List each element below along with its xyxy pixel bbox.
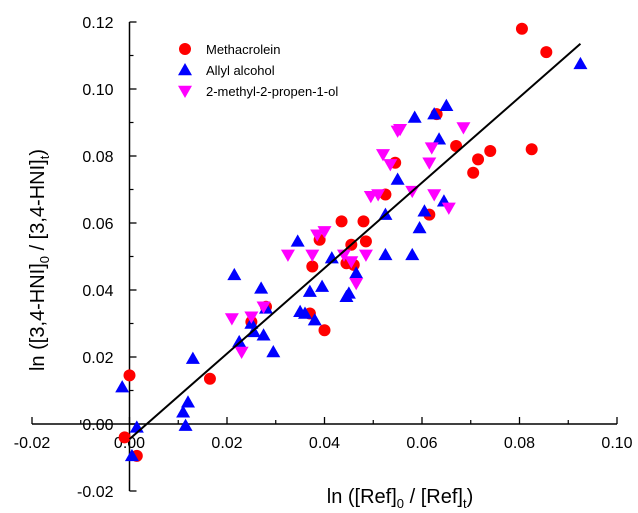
data-point bbox=[422, 157, 437, 170]
data-point bbox=[357, 215, 370, 228]
data-point bbox=[427, 107, 442, 120]
data-point bbox=[359, 235, 372, 248]
data-point bbox=[432, 132, 447, 145]
series-2 bbox=[224, 122, 471, 359]
legend: Methacrolein Allyl alcohol 2-methyl-2-prop… bbox=[178, 42, 338, 99]
data-point bbox=[176, 405, 191, 418]
data-point bbox=[310, 229, 325, 242]
data-point bbox=[390, 172, 405, 185]
data-point bbox=[256, 328, 271, 341]
data-point bbox=[383, 159, 398, 172]
data-point bbox=[227, 267, 242, 281]
y-tick-label: 0.02 bbox=[82, 350, 113, 367]
data-point bbox=[472, 153, 485, 166]
data-point bbox=[115, 380, 130, 393]
data-point bbox=[317, 226, 332, 239]
data-point bbox=[371, 189, 386, 202]
data-point bbox=[118, 431, 131, 444]
data-point bbox=[315, 279, 330, 292]
x-axis-title: ln ([Ref]0 / [Ref]t) bbox=[327, 486, 473, 511]
y-tick-label: 0.04 bbox=[82, 283, 113, 300]
data-point bbox=[280, 249, 295, 262]
data-point bbox=[244, 311, 259, 324]
data-point bbox=[290, 234, 305, 247]
data-point bbox=[407, 110, 422, 123]
data-point bbox=[337, 249, 351, 262]
data-point bbox=[349, 278, 364, 291]
data-point bbox=[417, 204, 432, 217]
data-point bbox=[123, 369, 136, 382]
data-point bbox=[467, 166, 480, 179]
data-point bbox=[358, 249, 373, 262]
data-point bbox=[376, 149, 390, 162]
data-point bbox=[298, 306, 312, 319]
legend-marker bbox=[178, 63, 192, 76]
data-point bbox=[302, 284, 317, 297]
data-point bbox=[525, 143, 538, 156]
data-point bbox=[484, 144, 497, 157]
data-point bbox=[427, 189, 442, 202]
data-point bbox=[124, 448, 139, 462]
data-point bbox=[349, 266, 364, 279]
data-point bbox=[178, 418, 193, 431]
data-point bbox=[224, 313, 239, 326]
y-tick-label: 0.08 bbox=[82, 149, 113, 166]
y-tick-label: -0.02 bbox=[77, 484, 114, 501]
data-point bbox=[405, 247, 420, 261]
data-point bbox=[335, 215, 348, 228]
legend-label: 2-methyl-2-propen-1-ol bbox=[206, 84, 338, 99]
data-point bbox=[341, 286, 356, 299]
y-tick-label: 0.00 bbox=[82, 417, 113, 434]
data-point bbox=[232, 334, 247, 348]
data-point bbox=[456, 122, 471, 135]
data-point bbox=[185, 351, 200, 364]
legend-label: Allyl alcohol bbox=[206, 63, 275, 78]
x-tick-label: -0.02 bbox=[14, 435, 51, 452]
x-tick-label: 0.02 bbox=[211, 435, 242, 452]
data-point bbox=[424, 142, 439, 155]
x-tick-label: 0.06 bbox=[406, 435, 437, 452]
x-tick-label: 0.04 bbox=[309, 435, 340, 452]
data-point bbox=[266, 344, 281, 358]
data-point bbox=[203, 372, 216, 385]
series-1 bbox=[115, 56, 588, 462]
data-point bbox=[393, 123, 408, 137]
data-point bbox=[540, 46, 553, 59]
data-point bbox=[378, 247, 393, 261]
data-point bbox=[129, 420, 144, 433]
y-tick-label: 0.10 bbox=[82, 82, 113, 99]
data-point bbox=[181, 395, 195, 408]
data-point bbox=[306, 260, 319, 273]
legend-marker bbox=[178, 85, 192, 98]
data-point bbox=[515, 22, 528, 35]
fit-line-group bbox=[128, 43, 582, 440]
data-point bbox=[305, 249, 320, 262]
data-point bbox=[412, 221, 427, 234]
fit-line bbox=[128, 43, 582, 440]
data-point bbox=[573, 56, 588, 70]
y-tick-label: 0.12 bbox=[82, 15, 113, 32]
x-tick-label: 0.10 bbox=[601, 435, 632, 452]
data-point bbox=[234, 346, 249, 359]
tick-labels: -0.02 0.00 0.02 0.04 0.06 0.08 0.10-0.020.000.… bbox=[14, 15, 633, 501]
data-point bbox=[256, 301, 271, 314]
data-point bbox=[318, 324, 331, 337]
y-axis-title: ln ([3,4-HNI]0 / [3,4-HNI]t) bbox=[27, 149, 52, 371]
data-point bbox=[344, 256, 359, 269]
data-point bbox=[441, 202, 456, 215]
legend-marker bbox=[179, 43, 191, 55]
data-point bbox=[439, 98, 454, 111]
data-point bbox=[307, 313, 322, 326]
data-point bbox=[254, 281, 269, 294]
data-points bbox=[115, 22, 588, 462]
y-tick-label: 0.06 bbox=[82, 216, 113, 233]
x-tick-label: 0.08 bbox=[504, 435, 535, 452]
legend-label: Methacrolein bbox=[206, 42, 280, 57]
data-point bbox=[324, 251, 339, 264]
